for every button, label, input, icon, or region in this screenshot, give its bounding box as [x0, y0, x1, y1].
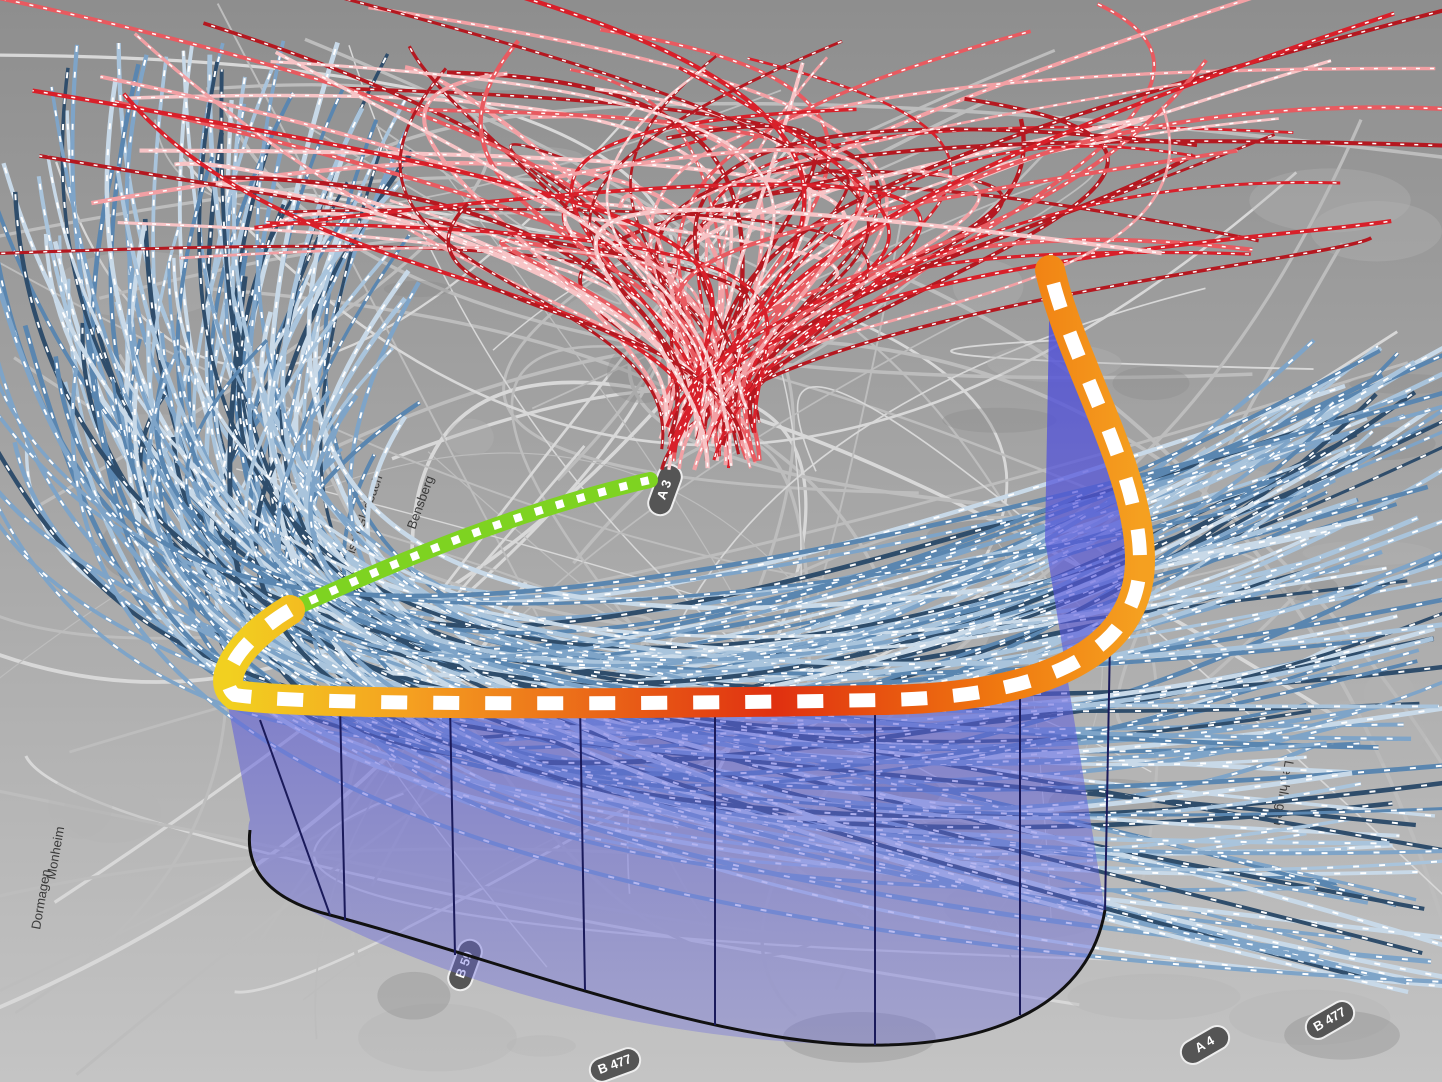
trajectory-dashes: [677, 30, 1031, 418]
trajectory-dashes: [479, 40, 761, 461]
trajectory-dashes: [114, 101, 736, 421]
trajectory: [569, 107, 857, 418]
trajectory-dashes: [649, 67, 1436, 445]
trajectory-dashes: [116, 166, 1442, 712]
trajectory-dashes: [246, 297, 1307, 766]
trajectory-dashes: [281, 107, 1434, 723]
trajectory-dashes: [678, 169, 980, 469]
trajectory-dashes: [100, 75, 721, 444]
trajectory-dashes: [399, 67, 664, 450]
map-area: [942, 407, 1057, 433]
trajectory-dashes: [554, 149, 869, 471]
trajectory: [127, 267, 1442, 663]
trajectory-dashes: [228, 276, 1434, 764]
trajectory-dashes: [32, 89, 714, 432]
road-shield: A 4: [1179, 1025, 1231, 1065]
trajectory: [666, 124, 818, 424]
trajectory-dashes: [50, 86, 1408, 658]
trajectory-dashes: [666, 186, 1259, 426]
trajectory-dashes: [594, 208, 1162, 469]
trajectory-dashes: [244, 199, 1442, 762]
direction-markers: [288, 476, 651, 614]
trajectory-dashes: [719, 105, 1171, 404]
trajectory-dashes: [275, 51, 729, 432]
trajectory-dashes: [44, 233, 1398, 675]
map-area: [62, 782, 162, 844]
shield-label: A 3: [654, 478, 675, 502]
trajectory-dashes: [323, 119, 1328, 662]
trajectory-dashes: [589, 40, 843, 401]
trajectory-dashes: [280, 53, 1311, 696]
trajectory-dashes: [423, 72, 672, 453]
trajectory-dashes: [179, 246, 710, 402]
map-area: [446, 418, 494, 457]
curtain-post: [579, 702, 586, 991]
map-area: [1249, 168, 1411, 233]
trajectory-dashes: [266, 222, 769, 433]
map-area: [48, 772, 113, 839]
map-area: [377, 971, 451, 1020]
trajectory-dashes: [305, 297, 1321, 664]
trajectory-dashes: [749, 154, 1194, 433]
trajectory-dashes: [718, 56, 828, 464]
trajectory-dashes: [152, 56, 1340, 655]
direction-markers: [221, 268, 1148, 711]
map-area: [1112, 366, 1190, 401]
road: [220, 102, 1253, 380]
road: [305, 124, 622, 305]
road: [950, 339, 1314, 371]
trajectory-dashes: [2, 162, 1409, 993]
trajectory-dashes: [270, 60, 775, 410]
curtain-post: [339, 704, 346, 921]
map-area: [1067, 973, 1241, 1020]
trajectory-dashes: [14, 191, 1416, 684]
trajectory-dashes: [155, 361, 1379, 749]
shield-background: [1304, 1000, 1356, 1040]
road: [187, 338, 1442, 767]
curtain-post: [449, 704, 456, 956]
trajectory-dashes: [594, 88, 811, 447]
curtain-posts: [259, 639, 1111, 1045]
trajectory: [117, 220, 672, 429]
trajectory-dashes: [0, 245, 740, 455]
road-shield: B 477: [1304, 1000, 1356, 1040]
shield-background: [1179, 1025, 1231, 1065]
trajectory-dashes: [674, 12, 1395, 446]
curtain-post: [259, 719, 331, 916]
map-area: [506, 1035, 576, 1057]
trajectory-dashes: [528, 0, 806, 455]
trajectory-dashes: [82, 295, 1428, 709]
map-area: [358, 1003, 517, 1072]
trajectory: [308, 394, 1412, 742]
ground-track: [247, 829, 1107, 1047]
shield-background: [588, 1047, 642, 1082]
trajectory-layer: [0, 0, 1442, 471]
road: [391, 388, 808, 773]
road: [510, 345, 1261, 758]
trajectory-dashes: [54, 356, 1442, 597]
trajectory-dashes: [737, 106, 1442, 460]
trajectory-dashes: [660, 59, 1207, 402]
trajectory-dashes: [224, 176, 679, 438]
trajectory-dashes: [447, 202, 743, 441]
trajectory-dashes: [280, 340, 1400, 837]
trajectory-dashes: [345, 87, 881, 454]
trajectory-dashes: [215, 182, 667, 440]
trajectory-dashes: [645, 83, 1182, 469]
curtain-post: [1104, 639, 1111, 911]
